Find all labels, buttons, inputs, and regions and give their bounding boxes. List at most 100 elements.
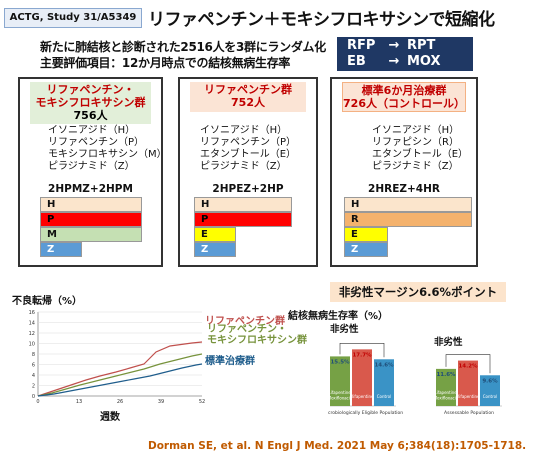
km-y-tick-label: 6 — [32, 363, 35, 369]
noninferiority-label: 非劣性 — [434, 337, 463, 348]
timeline-bar-z: Z — [194, 242, 236, 257]
drug-list: イソニアジド（H） リファピシン（R） エタンブトール（E） ピラジナミド（Z） — [372, 125, 468, 173]
km-y-tick-label: 10 — [29, 342, 35, 348]
arrow-icon: → — [388, 38, 400, 53]
noninferiority-bracket — [339, 343, 385, 358]
bar-value-label: 17.7% — [352, 352, 372, 358]
km-y-axis-label: 不良転帰（%） — [12, 296, 83, 307]
timeline-bar-h: H — [344, 197, 472, 212]
abbreviation-from: EB — [347, 54, 366, 69]
drug-item: リファペンチン（P） — [48, 137, 145, 148]
abbreviation-to: RPT — [407, 38, 436, 53]
km-x-tick-label: 0 — [36, 399, 39, 405]
bar-category-label: Control — [483, 394, 497, 399]
slide-title: リファペンチン＋モキシフロキサシンで短縮化 — [148, 10, 495, 30]
km-x-ticks: 0 13 26 39 52 — [36, 399, 205, 405]
arrow-icon: → — [388, 54, 400, 69]
arm-name: リファペンチン群 — [204, 83, 292, 96]
km-y-tick-label: 16 — [29, 310, 35, 316]
km-series-label-rifapentine-moxifloxacin: リファペンチン・ モキシフロキサシン群 — [207, 324, 307, 346]
arm-header: リファペンチン群 752人 — [190, 82, 306, 112]
noninferiority-bracket — [445, 354, 491, 374]
timeline-bar-h: H — [40, 197, 142, 212]
bar-category-label: Rifapentine — [457, 394, 481, 399]
drug-item: リファピシン（R） — [372, 137, 459, 148]
bar-category-label: Rifapentine — [351, 394, 375, 399]
bar-0-1 — [352, 349, 372, 406]
km-x-tick-label: 13 — [76, 399, 82, 405]
km-series-label-rifapentine: リファペンチン群 — [205, 316, 285, 327]
abbreviation-row: EB → MOX — [347, 54, 463, 70]
drug-item: イソニアジド（H） — [372, 125, 460, 136]
bar-1-2 — [480, 375, 500, 406]
timeline-bar-p: P — [40, 212, 142, 227]
km-y-tick-label: 0 — [32, 394, 35, 400]
citation: Dorman SE, et al. N Engl J Med. 2021 May… — [148, 440, 527, 452]
timeline-bar-e: E — [344, 227, 388, 242]
arm-count: 756人 — [73, 109, 108, 122]
km-curve-rifapentine — [37, 341, 203, 397]
km-curve-standard — [37, 363, 203, 397]
km-x-tick-label: 52 — [199, 399, 205, 405]
arm-header: リファペンチン・ モキシフロキサシン群 756人 — [30, 82, 151, 124]
bar-0-0 — [330, 356, 350, 406]
abbreviation-to: MOX — [407, 54, 441, 69]
bar-category-label: Rifapentine- — [328, 390, 353, 395]
bar-chart-title: 結核無病生存率（%） — [288, 311, 389, 322]
bar-category-label: Rifapentine- — [434, 390, 459, 395]
drug-item: エタンブトール（E） — [200, 149, 297, 160]
km-y-tick-label: 12 — [29, 331, 35, 337]
arm-panel-rifapentine-moxifloxacin: リファペンチン・ モキシフロキサシン群 756人 イソニアジド（H） リファペン… — [18, 77, 167, 267]
bar-chart: 15.5%Rifapentine-Moxifloxacin17.7%Rifape… — [328, 343, 502, 416]
bar-1-1 — [458, 360, 478, 406]
bar-group-label: Assessable Population — [444, 410, 494, 416]
timeline-bar-z: Z — [40, 242, 82, 257]
drug-list: イソニアジド（H） リファペンチン（P） モキシフロキサシン（M） ピラジナミド… — [48, 125, 167, 173]
km-y-tick-label: 2 — [32, 384, 35, 390]
bar-group-label: Microbiologically Eligible Population — [328, 410, 403, 416]
km-series-label-standard: 標準治療群 — [205, 356, 255, 367]
drug-item: ピラジナミド（Z） — [200, 161, 287, 172]
drug-item: モキシフロキサシン（M） — [48, 149, 167, 160]
study-tag: ACTG, Study 31/A5349 — [4, 8, 142, 28]
km-plot: 0 2 4 6 8 10 12 14 16 0 13 26 39 52 — [29, 310, 206, 405]
arm-panel-standard: 標準6か月治療群 726人（コントロール） イソニアジド（H） リファピシン（R… — [330, 77, 478, 267]
km-x-tick-label: 39 — [158, 399, 164, 405]
bar-category-label: Control — [377, 394, 391, 399]
abbreviation-box: RFP → RPT EB → MOX — [337, 37, 473, 71]
km-y-ticks: 0 2 4 6 8 10 12 14 16 — [29, 310, 35, 400]
timeline-bar-p: P — [194, 212, 292, 227]
drug-item: ピラジナミド（Z） — [372, 161, 459, 172]
bar-value-label: 14.6% — [374, 362, 394, 368]
drug-list: イソニアジド（H） リファペンチン（P） エタンブトール（E） ピラジナミド（Z… — [200, 125, 296, 173]
timeline-bar-z: Z — [344, 242, 388, 257]
regimen-label: 2HPEZ+2HP — [212, 183, 284, 195]
timeline-bar-e: E — [194, 227, 236, 242]
arm-panel-rifapentine: リファペンチン群 752人 イソニアジド（H） リファペンチン（P） エタンブト… — [178, 77, 318, 267]
bar-value-label: 9.6% — [482, 378, 498, 384]
arm-name: 標準6か月治療群 — [361, 84, 447, 97]
km-y-tick-label: 4 — [32, 373, 35, 379]
km-y-tick-label: 8 — [32, 352, 35, 358]
arm-name: リファペンチン・ モキシフロキサシン群 — [35, 83, 146, 109]
bar-category-label: Moxifloxacin — [328, 396, 353, 401]
km-grid — [37, 311, 202, 397]
arm-count: 726人（コントロール） — [343, 97, 465, 110]
bar-value-label: 11.6% — [436, 372, 456, 378]
km-curve-rifapentine-moxifloxacin — [37, 353, 203, 397]
km-x-axis-label: 週数 — [100, 412, 120, 423]
description-line-1: 新たに肺結核と診断された2516人を3群にランダム化 — [40, 40, 326, 54]
bar-0-2 — [374, 359, 394, 406]
bar-value-label: 15.5% — [330, 359, 350, 365]
abbreviation-row: RFP → RPT — [347, 38, 463, 54]
drug-item: イソニアジド（H） — [48, 125, 136, 136]
bar-value-label: 14.2% — [458, 364, 478, 370]
timeline-bar-h: H — [194, 197, 292, 212]
km-y-tick-label: 14 — [29, 321, 35, 327]
drug-item: リファペンチン（P） — [200, 137, 297, 148]
km-x-tick-label: 26 — [117, 399, 123, 405]
timeline-bar-m: M — [40, 227, 142, 242]
description-line-2: 主要評価項目：12か月時点での結核無病生存率 — [40, 56, 291, 70]
bar-category-label: Moxifloxacin — [434, 396, 459, 401]
drug-item: ピラジナミド（Z） — [48, 161, 135, 172]
